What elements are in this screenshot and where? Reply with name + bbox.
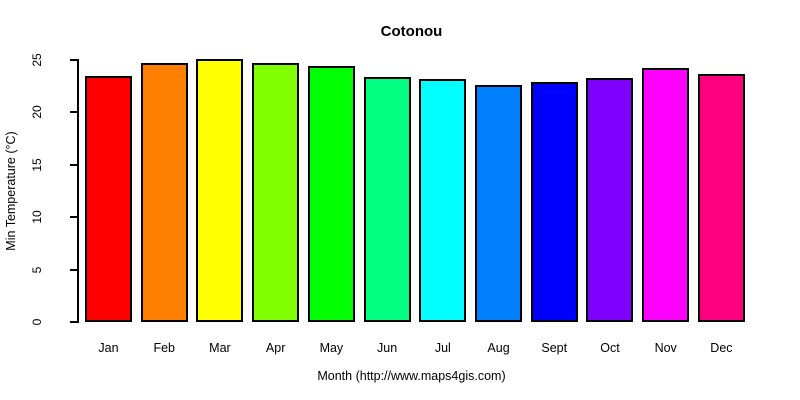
y-tick-label: 0 — [30, 318, 44, 326]
y-axis-label: Min Temperature (°C) — [4, 131, 18, 251]
bar-aug — [475, 85, 523, 322]
x-tick-label-jan: Jan — [98, 341, 119, 355]
y-tick-label: 25 — [30, 53, 44, 67]
bar-sept — [530, 82, 578, 322]
x-tick-label-feb: Feb — [153, 341, 175, 355]
y-tick-mark — [70, 321, 78, 323]
x-tick-label-oct: Oct — [600, 341, 620, 355]
y-tick-label: 20 — [30, 105, 44, 120]
y-tick-label: 15 — [30, 158, 44, 172]
bar-nov — [642, 68, 690, 322]
bar-apr — [252, 63, 300, 322]
y-tick-mark — [70, 111, 78, 114]
y-tick-mark — [70, 216, 78, 219]
y-axis-line — [77, 59, 79, 323]
y-tick-mark — [70, 59, 78, 61]
x-tick-label-sept: Sept — [541, 341, 568, 355]
bar-jun — [363, 76, 411, 322]
bar-oct — [586, 77, 634, 322]
x-tick-label-jun: Jun — [377, 341, 398, 355]
x-tick-label-nov: Nov — [654, 341, 677, 355]
bar-feb — [140, 63, 188, 322]
x-tick-label-apr: Apr — [265, 341, 286, 355]
bar-dec — [697, 73, 745, 322]
bar-mar — [196, 58, 244, 322]
bar-may — [307, 66, 355, 322]
x-axis-label: Month (http://www.maps4gis.com) — [317, 369, 506, 383]
x-tick-label-mar: Mar — [209, 341, 231, 355]
chart-title: Cotonou — [380, 23, 443, 40]
bar-jul — [419, 78, 467, 322]
y-tick-label: 5 — [30, 266, 44, 273]
y-tick-mark — [70, 163, 78, 166]
x-tick-label-aug: Aug — [487, 341, 510, 355]
x-tick-label-jul: Jul — [434, 341, 451, 355]
y-tick-mark — [70, 268, 78, 271]
x-tick-label-may: May — [319, 341, 344, 355]
y-tick-label: 10 — [30, 210, 44, 224]
bar-jan — [85, 75, 132, 322]
x-tick-label-dec: Dec — [710, 341, 733, 355]
